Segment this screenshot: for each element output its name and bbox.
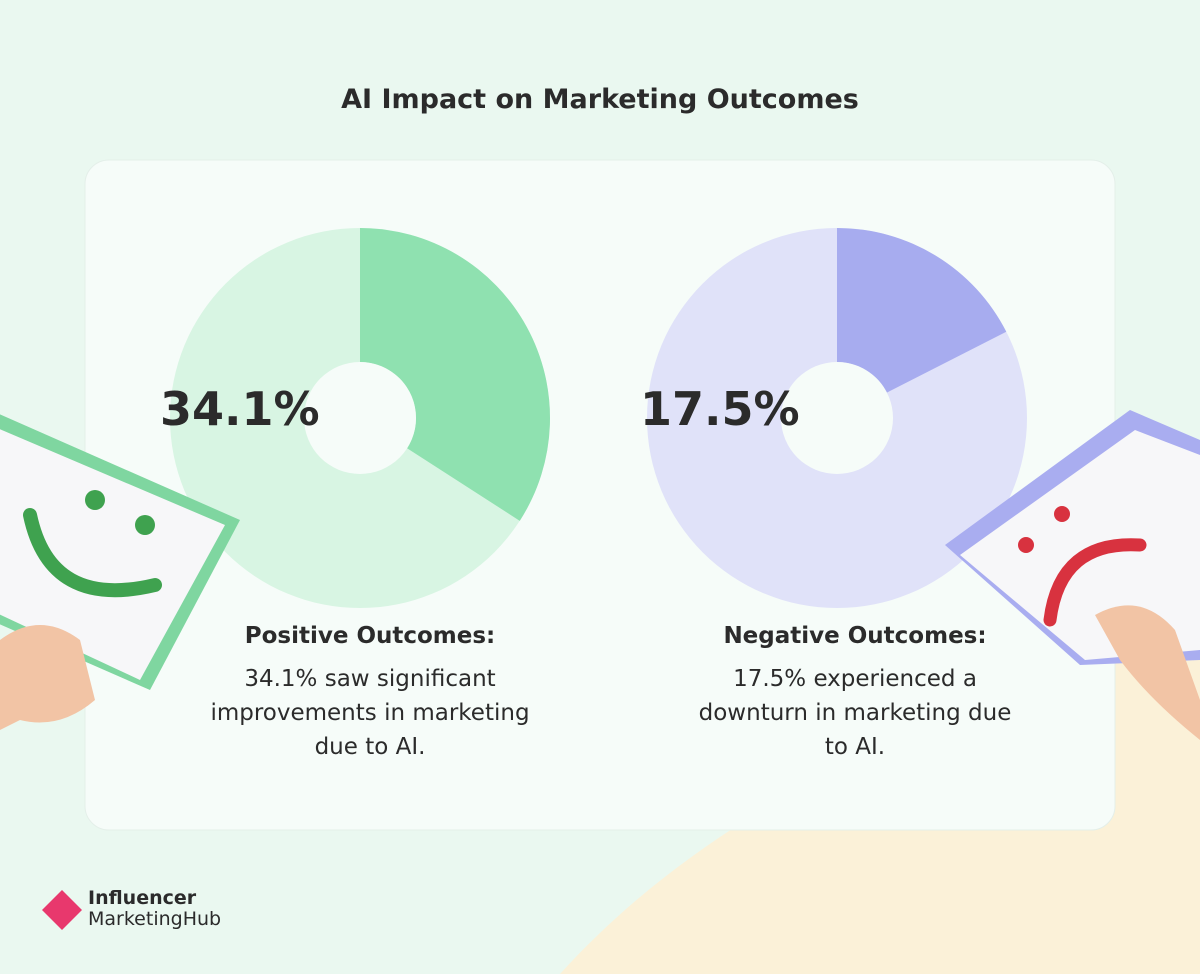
heading: Negative Outcomes: — [723, 623, 987, 649]
description: 34.1% saw significant improvements in ma… — [210, 666, 530, 760]
sad-sign — [945, 410, 1200, 740]
description: 17.5% experienced a downturn in marketin… — [698, 666, 1012, 760]
pie-slice — [360, 228, 550, 521]
title: AI Impact on Marketing Outcomes — [341, 84, 859, 115]
brand-line: Influencer — [88, 887, 197, 909]
pie-slice — [837, 228, 1007, 393]
logo-mark — [42, 890, 82, 930]
heading: Positive Outcomes: — [244, 623, 496, 649]
brand-line: MarketingHub — [88, 908, 222, 930]
pie-hole — [781, 362, 893, 474]
value-label: 34.1% — [160, 382, 320, 436]
value-label: 17.5% — [640, 382, 800, 436]
pie-hole — [304, 362, 416, 474]
happy-sign — [0, 414, 240, 730]
pies — [170, 228, 1027, 608]
